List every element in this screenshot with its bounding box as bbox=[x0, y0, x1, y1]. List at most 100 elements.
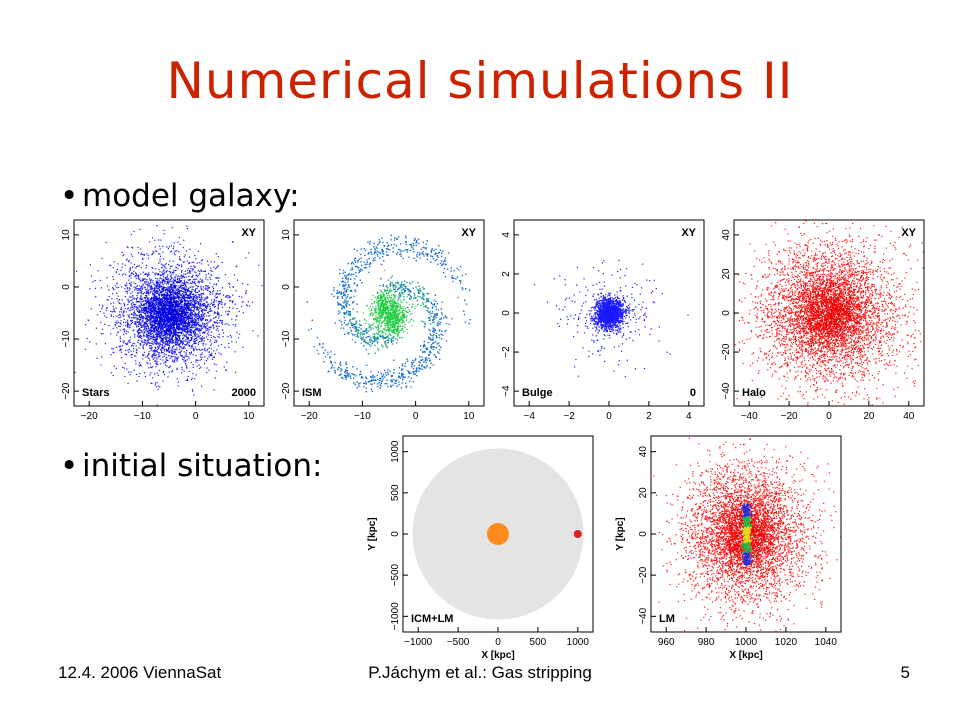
particle bbox=[170, 338, 172, 340]
particle bbox=[158, 253, 160, 255]
particle bbox=[178, 344, 180, 346]
particle bbox=[140, 267, 142, 269]
particle bbox=[172, 297, 174, 299]
particle bbox=[158, 268, 160, 271]
particle bbox=[112, 351, 114, 353]
particle bbox=[178, 315, 180, 317]
particle bbox=[214, 377, 216, 379]
particle bbox=[145, 301, 148, 303]
particle bbox=[175, 327, 178, 329]
particle bbox=[156, 297, 158, 300]
particle bbox=[139, 319, 141, 321]
particle bbox=[215, 340, 218, 342]
particle bbox=[138, 320, 140, 323]
particle bbox=[190, 312, 192, 314]
particle bbox=[158, 330, 161, 332]
particle bbox=[152, 267, 154, 270]
particle bbox=[198, 302, 200, 304]
particle bbox=[144, 278, 146, 280]
particle bbox=[191, 268, 194, 270]
particle bbox=[201, 293, 203, 295]
particle bbox=[201, 295, 203, 297]
particle bbox=[138, 311, 140, 313]
particle bbox=[200, 313, 202, 316]
particle bbox=[170, 265, 172, 267]
particle bbox=[202, 344, 204, 346]
particle bbox=[213, 300, 216, 302]
particle bbox=[160, 316, 162, 318]
particle bbox=[203, 313, 206, 315]
particle bbox=[177, 296, 179, 299]
particle bbox=[197, 285, 199, 287]
particle bbox=[183, 299, 185, 301]
particle bbox=[163, 348, 165, 350]
particle bbox=[122, 366, 124, 368]
particle bbox=[175, 337, 177, 339]
particle bbox=[182, 284, 185, 286]
particle bbox=[150, 321, 152, 323]
particle bbox=[154, 353, 156, 355]
particle bbox=[129, 339, 131, 341]
particle bbox=[175, 338, 178, 340]
particle bbox=[192, 372, 194, 375]
particle bbox=[119, 340, 121, 342]
particle bbox=[164, 280, 166, 282]
particle bbox=[203, 362, 206, 365]
particle bbox=[199, 273, 201, 275]
particle bbox=[177, 278, 179, 280]
particle bbox=[167, 328, 169, 331]
particle bbox=[155, 298, 157, 300]
particle bbox=[135, 323, 137, 325]
particle bbox=[173, 252, 175, 254]
particle bbox=[116, 287, 118, 289]
particle bbox=[160, 286, 162, 288]
particle bbox=[133, 263, 136, 266]
particle bbox=[128, 317, 131, 319]
particle bbox=[213, 298, 215, 300]
particle bbox=[170, 290, 172, 293]
particle bbox=[188, 300, 190, 302]
particle bbox=[131, 299, 133, 301]
particle bbox=[154, 318, 156, 320]
particle bbox=[125, 282, 128, 284]
particle bbox=[170, 275, 172, 277]
particle bbox=[165, 291, 167, 293]
particle bbox=[150, 287, 152, 289]
particle bbox=[132, 350, 135, 352]
particle bbox=[261, 284, 263, 287]
particle bbox=[179, 316, 182, 318]
particle bbox=[158, 284, 160, 286]
particle bbox=[147, 301, 149, 303]
particle bbox=[202, 314, 204, 316]
particle bbox=[170, 331, 172, 333]
particle bbox=[178, 299, 180, 301]
particle bbox=[139, 280, 141, 282]
particle bbox=[185, 293, 187, 295]
extra-label: 2000 bbox=[232, 387, 256, 399]
particle bbox=[192, 295, 194, 297]
particle bbox=[223, 366, 225, 368]
particle bbox=[113, 278, 115, 281]
particle bbox=[163, 353, 165, 355]
particle bbox=[135, 306, 138, 308]
particle bbox=[232, 300, 234, 302]
particle bbox=[186, 359, 188, 361]
particle bbox=[213, 389, 215, 391]
particle bbox=[155, 329, 157, 331]
particle bbox=[181, 293, 184, 295]
particle bbox=[187, 324, 189, 326]
particle bbox=[127, 246, 129, 249]
particle bbox=[125, 353, 128, 356]
particle bbox=[171, 320, 173, 322]
particle bbox=[144, 331, 146, 333]
particle bbox=[179, 286, 181, 288]
particle bbox=[146, 253, 148, 255]
particle bbox=[201, 263, 203, 265]
particle bbox=[128, 326, 130, 328]
particle bbox=[209, 303, 211, 305]
particle bbox=[164, 326, 166, 328]
particle bbox=[203, 348, 205, 351]
particle bbox=[151, 316, 153, 318]
particle bbox=[177, 289, 180, 291]
particle bbox=[141, 304, 143, 306]
